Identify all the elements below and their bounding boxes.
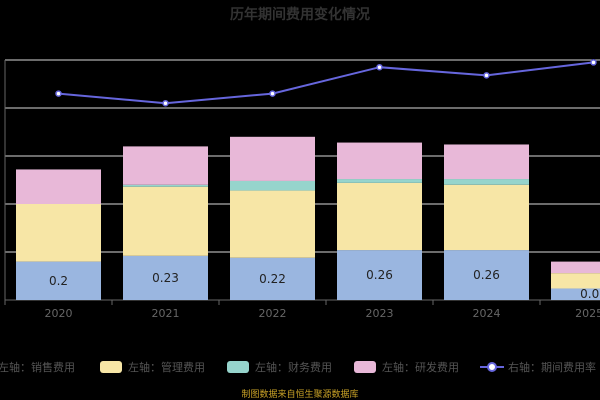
- bar-value-label: 0.26: [366, 268, 393, 282]
- bar-segment: [16, 169, 101, 204]
- x-tick-label: 2022: [259, 307, 287, 320]
- bar-segment: [551, 273, 600, 289]
- bar-segment: [230, 180, 315, 191]
- bar-value-label: 0.22: [259, 272, 286, 286]
- chart-title: 历年期间费用变化情况: [230, 7, 370, 23]
- bar-segment: [337, 142, 422, 180]
- bar-value-label: 0.23: [152, 271, 179, 285]
- bar-value-label: 0.2: [49, 274, 68, 288]
- source-note: 制图数据来自恒生聚源数据库: [241, 390, 359, 400]
- rate-point: [483, 72, 490, 79]
- x-tick-label: 2020: [45, 307, 73, 320]
- legend-label: 左轴：财务费用: [255, 360, 332, 374]
- legend-label: 左轴：管理费用: [128, 360, 205, 374]
- bar-segment: [16, 204, 101, 262]
- x-tick-label: 2023: [366, 307, 394, 320]
- bar-segment: [230, 136, 315, 181]
- legend-label: 左轴：销售费用: [0, 360, 75, 374]
- rate-point: [376, 63, 383, 71]
- legend-label: 左轴：研发费用: [382, 360, 459, 374]
- bar-segment: [337, 182, 422, 251]
- data-labels: 0.2 0.23 0.22 0.26 0.26 0.06: [49, 268, 600, 301]
- rate-point: [162, 99, 169, 107]
- legend-swatch: [100, 361, 122, 373]
- bar-segment: [444, 144, 529, 180]
- bar-segment: [337, 250, 422, 300]
- bar-segment: [230, 190, 315, 258]
- bar-segment: [337, 179, 422, 183]
- rate-line: [58, 61, 594, 105]
- rate-point: [590, 59, 597, 66]
- bar-segment: [16, 261, 101, 300]
- rate-point: [269, 90, 276, 97]
- bar-segment: [444, 250, 529, 300]
- rate-point: [55, 90, 62, 97]
- legend-swatch: [227, 361, 249, 373]
- legend-label: 右轴：期间费用率: [508, 360, 596, 374]
- x-tick-label: 2021: [152, 307, 180, 320]
- bar-series: [16, 136, 600, 300]
- bar-segment: [444, 179, 529, 185]
- legend-line-marker: [487, 362, 497, 372]
- bar-segment: [444, 184, 529, 251]
- x-axis: 2020 2021 2022 2023 2024 2025Q: [4, 300, 600, 320]
- legend: 左轴：销售费用 左轴：管理费用 左轴：财务费用 左轴：研发费用 右轴：期间费用率: [0, 360, 596, 374]
- legend-swatch: [354, 361, 376, 373]
- x-tick-label: 2025Q: [575, 307, 600, 320]
- bar-segment: [551, 288, 600, 300]
- bar-segment: [123, 184, 208, 187]
- rate-line-series: [55, 59, 597, 107]
- bar-segment: [551, 261, 600, 274]
- x-tick-label: 2024: [473, 307, 501, 320]
- bar-segment: [230, 257, 315, 300]
- bar-segment: [123, 186, 208, 256]
- bar-segment: [123, 255, 208, 300]
- bar-value-label: 0.26: [473, 268, 500, 282]
- bar-value-label: 0.06: [580, 287, 600, 301]
- bar-segment: [123, 146, 208, 185]
